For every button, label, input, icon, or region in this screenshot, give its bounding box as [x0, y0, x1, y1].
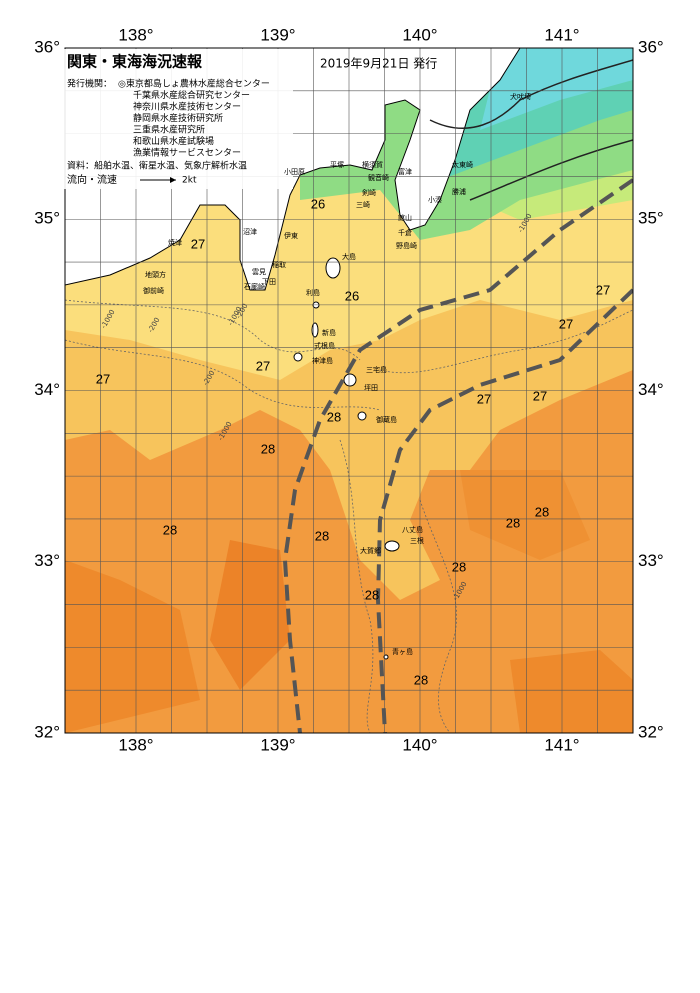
place-name: 平塚	[330, 160, 344, 169]
lat-label: 34°	[638, 380, 664, 399]
place-name: 剣崎	[362, 188, 376, 197]
lon-label: 138°	[118, 25, 153, 44]
place-name: 沼津	[243, 227, 257, 236]
place-name: 利島	[306, 288, 320, 297]
place-name: 小田原	[284, 167, 305, 176]
lon-label: 140°	[402, 735, 437, 754]
temperature-label: 28	[535, 504, 549, 519]
source-note: 資料：船舶水温、衛星水温、気象庁解析水温	[67, 160, 247, 172]
issuer: ◎東京都島しょ農林水産総合センター	[118, 78, 270, 90]
place-name: 野島崎	[396, 241, 417, 250]
place-name: 三根	[410, 536, 424, 545]
place-name: 御前崎	[143, 286, 164, 295]
lon-label: 139°	[260, 25, 295, 44]
temperature-label: 28	[327, 409, 341, 424]
place-name: 千倉	[398, 228, 412, 237]
temperature-label: 28	[315, 528, 329, 543]
temperature-label: 28	[452, 559, 466, 574]
title: 関東・東海海況速報	[67, 53, 203, 71]
lat-label: 35°	[34, 209, 60, 228]
place-name: 富津	[398, 167, 412, 176]
place-name: 大賀郷	[360, 546, 381, 555]
issue-date: 2019年9月21日 発行	[320, 57, 437, 71]
lat-label: 35°	[638, 209, 664, 228]
place-name: 焼津	[168, 238, 182, 247]
place-name: 雲見	[252, 268, 266, 276]
place-name: 伊東	[284, 231, 298, 240]
legend-label: 流向・流速	[67, 173, 117, 186]
lat-label: 32°	[34, 722, 60, 741]
temperature-label: 27	[596, 282, 610, 297]
place-name: 神津島	[312, 356, 333, 365]
issuer: 神奈川県水産技術センター	[133, 101, 241, 113]
legend-arrowhead	[170, 177, 176, 183]
temperature-label: 27	[256, 358, 270, 373]
place-name: 三宅島	[366, 365, 387, 374]
temperature-label: 28	[414, 672, 428, 687]
place-name: 横須賀	[362, 160, 383, 169]
graticule	[65, 48, 633, 733]
temperature-label: 28	[163, 522, 177, 537]
issuer: 千葉県水産総合研究センター	[133, 89, 250, 101]
issuer: 漁業情報サービスセンター	[133, 147, 241, 159]
place-name: 青ヶ島	[392, 647, 413, 656]
lon-label: 141°	[544, 25, 579, 44]
lat-label: 36°	[34, 37, 60, 56]
temperature-label: 28	[506, 515, 520, 530]
place-name: 大島	[342, 252, 356, 261]
lat-label: 33°	[638, 551, 664, 570]
place-name: 式根島	[314, 341, 335, 350]
place-name: 三崎	[356, 200, 370, 209]
lat-label: 34°	[34, 380, 60, 399]
lon-label: 138°	[118, 735, 153, 754]
temperature-label: 27	[533, 388, 547, 403]
temperature-label: 27	[559, 316, 573, 331]
place-name: 犬吠埼	[510, 92, 531, 101]
lat-label: 33°	[34, 551, 60, 570]
legend-speed: 2kt	[182, 176, 197, 186]
place-name: 小湊	[428, 195, 442, 204]
issuer: 静岡県水産技術研究所	[133, 112, 223, 124]
place-name: 地頭方	[145, 270, 166, 279]
temperature-label: 27	[477, 391, 491, 406]
lat-label: 32°	[638, 722, 664, 741]
issuers-list: ◎東京都島しょ農林水産総合センター千葉県水産総合研究センター神奈川県水産技術セン…	[118, 78, 270, 159]
place-name: 稲取	[272, 260, 286, 269]
place-name: 石廊崎	[244, 282, 265, 291]
place-name: 館山	[398, 213, 412, 222]
place-name: 太東崎	[452, 160, 473, 169]
info-box	[63, 49, 293, 189]
place-name: 坪田	[364, 384, 378, 392]
temperature-label: 27	[191, 236, 205, 251]
lon-label: 141°	[544, 735, 579, 754]
temperature-label: 27	[96, 371, 110, 386]
lon-label: 140°	[402, 25, 437, 44]
temperature-label: 28	[365, 587, 379, 602]
map-frame	[64, 47, 634, 734]
lat-label: 36°	[638, 37, 664, 56]
temperature-label: 26	[311, 196, 325, 211]
issuer: 和歌山県水産試験場	[133, 135, 214, 147]
place-name: 観音崎	[368, 173, 389, 182]
place-name: 御蔵島	[376, 415, 397, 424]
place-name: 勝浦	[452, 187, 466, 196]
issuer: 三重県水産研究所	[133, 124, 205, 136]
lon-label: 139°	[260, 735, 295, 754]
place-name: 下田	[262, 278, 276, 286]
place-name: 新島	[322, 328, 336, 337]
issuers-label: 発行機関：	[67, 78, 112, 90]
temperature-label: 26	[345, 288, 359, 303]
place-name: 八丈島	[402, 525, 423, 534]
temperature-label: 28	[261, 441, 275, 456]
